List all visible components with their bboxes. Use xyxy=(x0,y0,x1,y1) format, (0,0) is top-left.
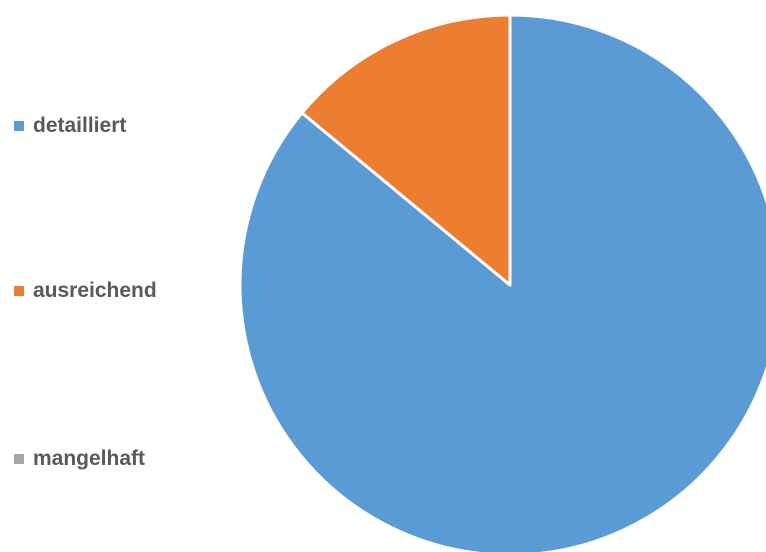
legend-item-detailliert: detailliert xyxy=(14,114,126,138)
chart-legend: detailliert ausreichend mangelhaft xyxy=(0,0,210,552)
legend-swatch-mangelhaft xyxy=(14,454,24,464)
pie-slice-detailliert xyxy=(238,13,766,552)
pie-slices xyxy=(238,13,766,552)
legend-swatch-ausreichend xyxy=(14,286,24,296)
legend-label-detailliert: detailliert xyxy=(33,114,127,137)
legend-swatch-detailliert xyxy=(14,121,24,131)
legend-item-mangelhaft: mangelhaft xyxy=(14,447,145,471)
legend-label-ausreichend: ausreichend xyxy=(33,279,157,302)
legend-label-mangelhaft: mangelhaft xyxy=(33,447,146,470)
pie-slice-ausreichend xyxy=(300,13,512,287)
legend-item-ausreichend: ausreichend xyxy=(14,279,157,303)
